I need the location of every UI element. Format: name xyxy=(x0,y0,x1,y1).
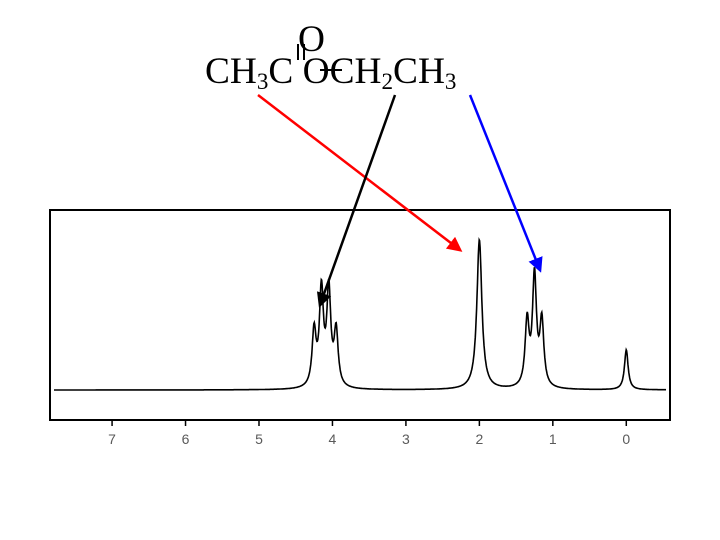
axis-label: 3 xyxy=(402,431,410,447)
axis-label: 1 xyxy=(549,431,557,447)
axis-label: 6 xyxy=(182,431,190,447)
axis-label: 4 xyxy=(329,431,337,447)
axis-label: 5 xyxy=(255,431,263,447)
carbonyl-double-bond xyxy=(298,44,304,60)
axis-label: 2 xyxy=(475,431,483,447)
axis-label: 7 xyxy=(108,431,116,447)
diagram-svg: 7 6 5 4 3 2 1 0 xyxy=(0,0,720,540)
axis-label: 0 xyxy=(622,431,630,447)
ppm-axis: 7 6 5 4 3 2 1 0 xyxy=(108,420,630,447)
